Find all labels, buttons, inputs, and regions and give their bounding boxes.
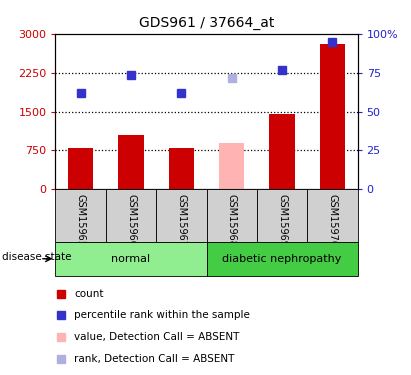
Text: GSM15968: GSM15968 [227,194,237,246]
Bar [55,242,206,276]
Text: percentile rank within the sample: percentile rank within the sample [74,310,250,320]
Text: value, Detection Call = ABSENT: value, Detection Call = ABSENT [74,332,240,342]
Bar [55,189,106,242]
Text: GSM15967: GSM15967 [176,194,186,247]
Bar [320,44,345,189]
Title: GDS961 / 37664_at: GDS961 / 37664_at [139,16,274,30]
Text: GSM15969: GSM15969 [277,194,287,246]
Text: normal: normal [111,254,150,264]
Bar [219,143,244,189]
Text: GSM15966: GSM15966 [126,194,136,246]
Bar [257,189,307,242]
Bar [156,189,206,242]
Bar [68,148,93,189]
Bar [270,114,295,189]
Bar [118,135,143,189]
Text: diabetic nephropathy: diabetic nephropathy [222,254,342,264]
Text: count: count [74,288,104,298]
Bar [307,189,358,242]
Bar [106,189,156,242]
Bar [206,189,257,242]
Bar [169,148,194,189]
Text: disease state: disease state [2,252,72,262]
Text: GSM15970: GSM15970 [328,194,337,247]
Text: rank, Detection Call = ABSENT: rank, Detection Call = ABSENT [74,354,235,364]
Bar [206,242,358,276]
Text: GSM15965: GSM15965 [76,194,85,247]
